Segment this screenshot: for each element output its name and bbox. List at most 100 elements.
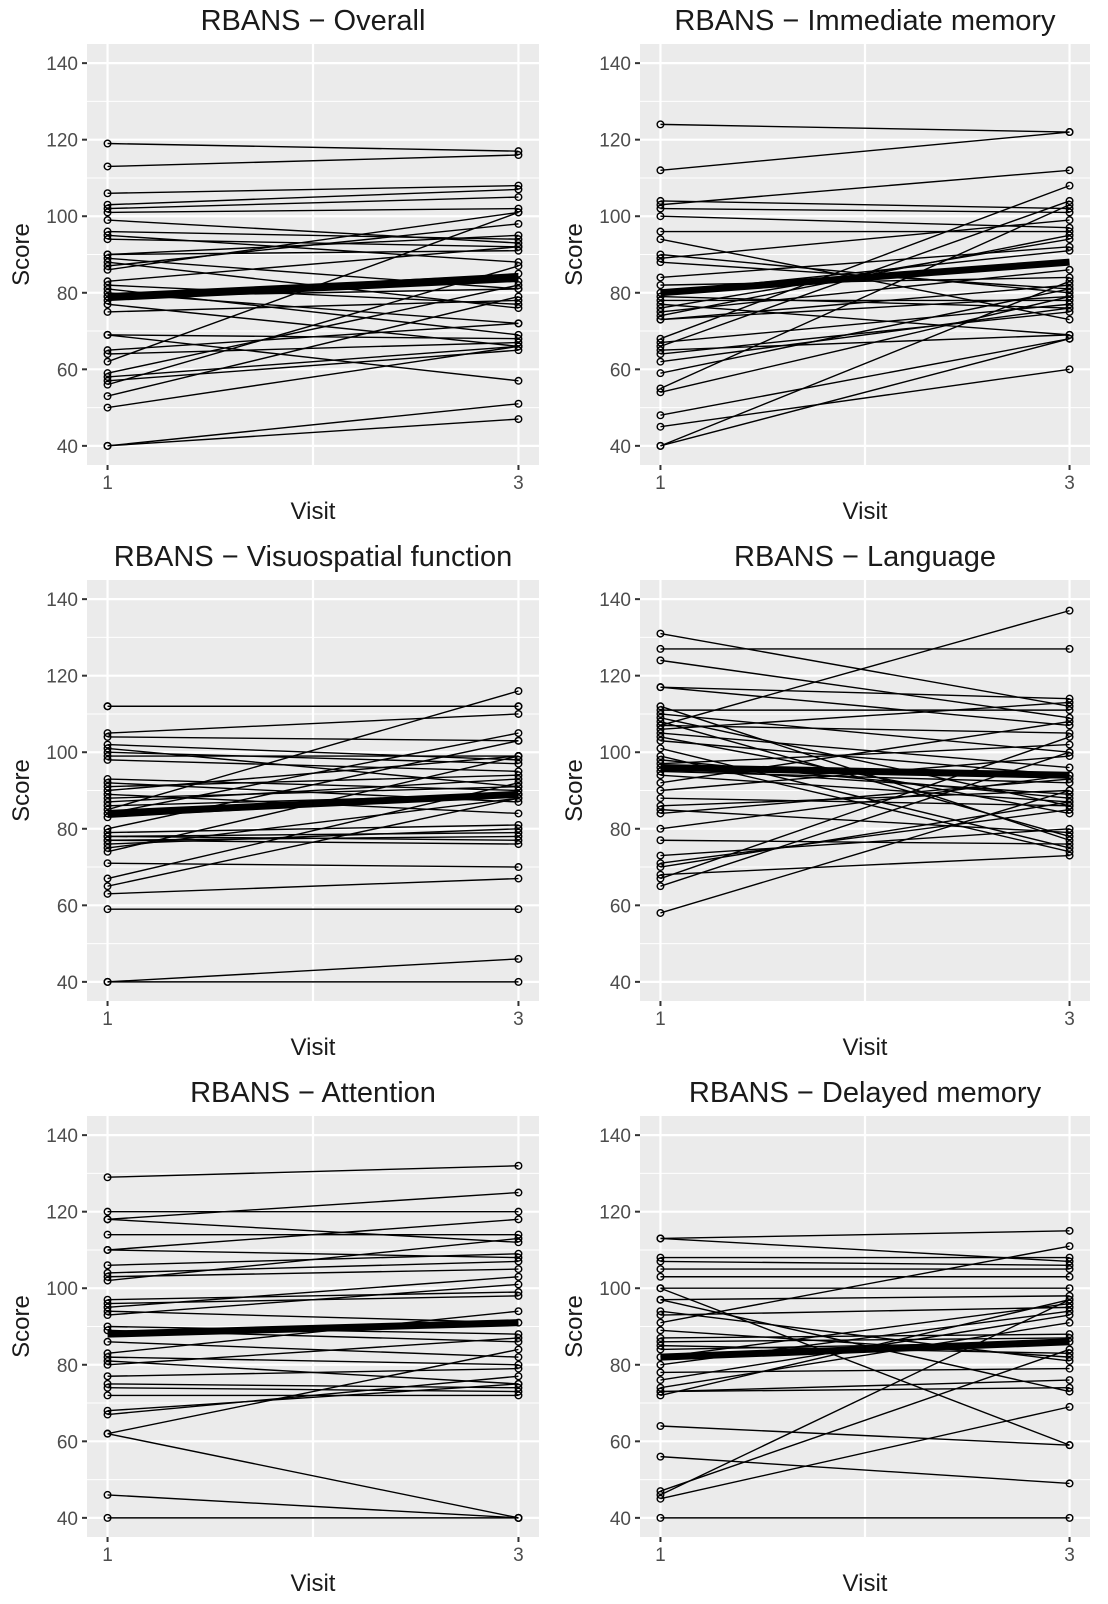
- mean-line: [660, 764, 1070, 779]
- data-point: [656, 357, 665, 366]
- data-point: [1065, 824, 1074, 833]
- trajectory-line: [107, 958, 519, 983]
- data-point: [656, 1295, 665, 1304]
- x-tick-label: 1: [655, 1009, 666, 1030]
- trajectory-line: [660, 338, 1070, 416]
- data-point: [1065, 847, 1074, 856]
- data-point: [103, 216, 112, 225]
- data-point: [1065, 300, 1074, 309]
- data-point: [1065, 1356, 1074, 1365]
- x-axis-title: Visit: [291, 498, 336, 525]
- subject-trajectory: [103, 185, 523, 209]
- data-point: [1065, 1333, 1074, 1342]
- trajectory-line: [660, 743, 1070, 765]
- data-point: [103, 1245, 112, 1254]
- trajectory-line: [660, 303, 1070, 336]
- subject-trajectory: [103, 905, 523, 914]
- mean-trajectory: [660, 764, 1070, 779]
- data-point: [1065, 606, 1074, 615]
- data-point: [1065, 304, 1074, 313]
- subject-trajectory: [656, 1253, 1074, 1262]
- subject-trajectory: [103, 139, 523, 156]
- data-point: [514, 809, 523, 818]
- trajectory-line: [107, 1387, 519, 1393]
- data-point: [656, 166, 665, 175]
- data-point: [514, 261, 523, 270]
- panel-title: RBANS − Overall: [201, 5, 426, 37]
- trajectory-line: [107, 207, 519, 214]
- data-point: [103, 1372, 112, 1381]
- trajectory-line: [107, 1383, 519, 1389]
- trajectory-line: [660, 200, 1070, 348]
- data-point: [514, 1364, 523, 1373]
- y-tick-label: 40: [57, 973, 78, 994]
- subject-trajectory: [103, 1272, 523, 1312]
- data-point: [1065, 805, 1074, 814]
- mean-line: [660, 258, 1070, 297]
- data-point: [103, 744, 112, 753]
- trajectory-line: [107, 341, 519, 355]
- subject-trajectory: [656, 1513, 1074, 1522]
- data-point: [103, 162, 112, 171]
- subject-trajectory: [656, 365, 1074, 431]
- data-point: [514, 1280, 523, 1289]
- data-point: [514, 399, 523, 408]
- data-point: [656, 644, 665, 653]
- trajectory-line: [660, 1299, 1070, 1496]
- trajectory-line: [107, 284, 519, 305]
- subject-trajectory: [103, 977, 523, 986]
- data-point: [103, 1173, 112, 1182]
- x-tick-label: 3: [513, 473, 524, 494]
- data-point: [514, 752, 523, 761]
- trajectory-line: [660, 609, 1070, 727]
- mean-line: [107, 273, 519, 301]
- trajectory-line: [660, 740, 1070, 776]
- data-point: [1065, 840, 1074, 849]
- data-point: [1065, 832, 1074, 841]
- data-point: [656, 683, 665, 692]
- data-point: [103, 284, 112, 293]
- subject-trajectory: [103, 346, 523, 385]
- data-point: [103, 732, 112, 741]
- data-point: [103, 277, 112, 286]
- data-point: [1065, 200, 1074, 209]
- data-point: [103, 250, 112, 259]
- data-point: [1065, 706, 1074, 715]
- data-point: [1065, 740, 1074, 749]
- y-tick-label: 60: [610, 360, 631, 381]
- trajectory-line: [660, 1406, 1070, 1500]
- data-point: [103, 882, 112, 891]
- trajectory-line: [107, 265, 519, 386]
- data-point: [514, 1379, 523, 1388]
- trajectory-line: [107, 238, 519, 248]
- data-point: [514, 231, 523, 240]
- data-point: [514, 1265, 523, 1274]
- y-tick-label: 80: [57, 820, 78, 841]
- data-point: [1065, 1441, 1074, 1450]
- trajectory-line: [107, 1291, 519, 1301]
- y-tick-label: 100: [599, 743, 631, 764]
- data-point: [103, 775, 112, 784]
- trajectory-line: [107, 345, 519, 409]
- data-point: [656, 1257, 665, 1266]
- data-point: [1065, 246, 1074, 255]
- trajectory-line: [660, 659, 1070, 719]
- subject-trajectory: [103, 775, 523, 806]
- data-point: [514, 342, 523, 351]
- y-tick-label: 120: [599, 667, 631, 688]
- trajectory-line: [107, 246, 519, 282]
- data-point: [103, 307, 112, 316]
- data-point: [103, 1207, 112, 1216]
- data-point: [1065, 273, 1074, 282]
- trajectory-line: [107, 1165, 519, 1178]
- data-point: [656, 1253, 665, 1262]
- subject-trajectory: [656, 216, 1074, 263]
- subject-trajectory: [656, 1402, 1074, 1503]
- trajectory-line: [660, 720, 1070, 784]
- data-point: [656, 656, 665, 665]
- trajectory-line: [660, 280, 1070, 447]
- data-point: [1065, 1253, 1074, 1262]
- y-tick-label: 100: [599, 1279, 631, 1300]
- subject-trajectory: [656, 200, 1074, 393]
- trajectory-line: [107, 334, 519, 382]
